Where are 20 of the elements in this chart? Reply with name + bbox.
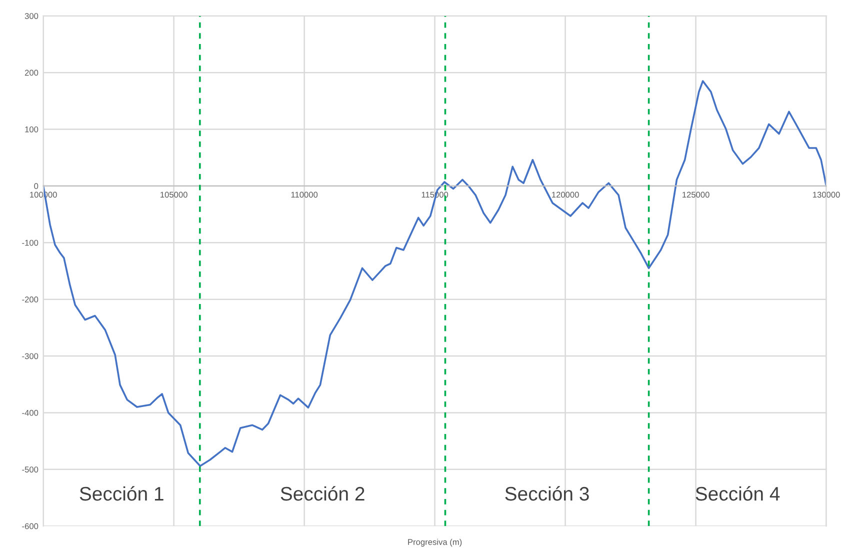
y-tick-label: -600 <box>22 523 38 530</box>
annotation: Sección 1 <box>80 486 164 501</box>
x-tick-label: 120000 <box>552 192 579 198</box>
y-tick-label: 100 <box>25 126 38 132</box>
x-tick-label: 125000 <box>682 192 710 198</box>
y-tick-label: 200 <box>24 70 38 76</box>
annotation: Sección 4 <box>696 486 780 501</box>
y-tick-label: -100 <box>22 240 38 246</box>
y-tick-label: -400 <box>22 410 38 416</box>
annotation: Sección 2 <box>280 486 364 501</box>
y-tick-label: -500 <box>22 466 38 472</box>
x-tick-label: 105000 <box>160 192 188 198</box>
y-tick-label: -200 <box>22 296 38 302</box>
x-tick-label: 130000 <box>813 192 840 198</box>
x-tick-label: 110000 <box>291 192 318 198</box>
annotation: Sección 3 <box>505 486 589 501</box>
y-tick-label: 0 <box>34 183 38 190</box>
x-axis-title: Progresiva (m) <box>408 538 462 547</box>
y-tick-label: 300 <box>24 13 38 19</box>
y-tick-label: -300 <box>22 353 38 360</box>
